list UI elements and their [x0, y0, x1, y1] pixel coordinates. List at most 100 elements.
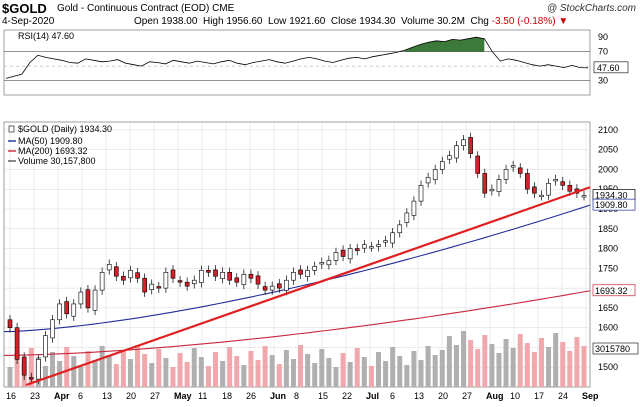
candle-body — [213, 269, 218, 277]
volume-bar — [531, 352, 537, 387]
candle-body — [326, 260, 332, 266]
volume-bar — [99, 346, 105, 387]
price-tick-label: 2100 — [598, 125, 618, 135]
candle-body — [567, 184, 573, 192]
volume-bar — [184, 362, 190, 387]
volume-bar — [574, 337, 580, 387]
open-label: Open — [134, 16, 159, 27]
last-value-label: 1693.32 — [595, 286, 628, 296]
change-value: -3.50 (-0.18%) — [491, 16, 556, 27]
high-value: 1956.60 — [226, 16, 263, 27]
rsi-tick-label: 90 — [598, 32, 608, 42]
candle-body — [340, 249, 346, 257]
x-tick-label: 23 — [30, 391, 40, 401]
candle-body — [92, 289, 98, 311]
candle-body — [106, 264, 112, 271]
candle-body — [510, 165, 516, 168]
volume-bar — [404, 365, 410, 387]
volume-bar — [439, 350, 445, 387]
candle-body — [390, 232, 395, 244]
candle-body — [78, 291, 84, 305]
candle-body — [276, 283, 282, 289]
volume-bar — [312, 363, 318, 387]
rsi-last-value-label: 47.60 — [597, 63, 620, 73]
candle-body — [539, 194, 544, 197]
volume-bar — [298, 345, 304, 387]
x-tick-label: 20 — [126, 391, 136, 401]
candle-body — [432, 169, 438, 181]
x-tick-label: Jun — [270, 391, 286, 401]
candle-body — [128, 270, 133, 279]
volume-bar — [361, 357, 367, 387]
volume-bar — [383, 361, 389, 387]
volume-bar — [191, 348, 197, 387]
quote-date: 4-Sep-2020 — [2, 16, 55, 27]
volume-bar — [553, 333, 559, 387]
volume-bar — [28, 348, 34, 387]
volume-bar — [290, 359, 296, 387]
volume-bar — [248, 351, 254, 387]
candle-body — [149, 283, 155, 291]
volume-bar — [262, 346, 268, 387]
volume-bar — [397, 356, 403, 387]
candle-body — [177, 280, 183, 283]
candle-body — [64, 301, 69, 315]
volume-bar — [517, 334, 523, 387]
candle-body — [199, 270, 204, 283]
volume-bar — [127, 359, 133, 387]
candle-body — [354, 248, 360, 251]
price-panel-frame — [3, 121, 591, 388]
candle-body — [21, 356, 27, 376]
volume-bar — [340, 353, 346, 387]
candle-body — [85, 289, 91, 309]
volume-bar — [461, 331, 467, 387]
volume-bar — [156, 349, 162, 387]
volume-bar — [482, 335, 488, 387]
volume-bar — [411, 351, 417, 387]
candle-body — [71, 303, 77, 317]
candle-body — [28, 377, 34, 380]
candle-body — [503, 169, 509, 180]
candle-body — [347, 248, 353, 260]
candle-body — [298, 269, 303, 275]
candle-body — [383, 240, 388, 243]
volume-bar — [453, 345, 459, 387]
volume-bar — [78, 365, 84, 387]
candle-body — [291, 271, 296, 281]
volume-bar — [149, 363, 155, 387]
volume-bar — [198, 357, 204, 387]
chart-header: $GOLD Gold - Continuous Contract (EOD) C… — [0, 0, 640, 28]
candle-body — [234, 277, 240, 283]
volume-bar — [42, 366, 48, 387]
volume-bar — [524, 343, 530, 387]
x-tick-label: 24 — [558, 391, 568, 401]
last-value-label: 1934.30 — [595, 190, 628, 200]
candle-body — [142, 277, 147, 293]
volume-bar — [120, 350, 126, 387]
x-tick-label: Apr — [54, 391, 70, 401]
candle-body — [560, 181, 566, 186]
contract-title: Gold - Continuous Contract (EOD) — [57, 3, 210, 14]
rsi-overbought-fill — [404, 37, 485, 52]
candle-body — [418, 184, 424, 202]
volume-bar — [468, 340, 474, 387]
candle-body — [312, 266, 318, 271]
candle-body — [241, 273, 247, 285]
high-label: High — [202, 16, 224, 27]
rsi-tick-label: 30 — [598, 76, 608, 86]
candle-legend-icon — [8, 125, 15, 133]
volume-bar — [50, 352, 56, 387]
candle-body — [319, 262, 325, 265]
ticker-symbol: $GOLD — [2, 1, 47, 16]
volume-bar — [234, 356, 240, 387]
candle-body — [156, 286, 162, 289]
rsi-last-value-box — [593, 61, 629, 74]
rsi-panel-frame — [3, 29, 591, 96]
price-tick-label: 1500 — [598, 362, 618, 372]
candle-body — [36, 359, 41, 380]
volume-bar — [567, 351, 573, 387]
candle-body — [121, 275, 126, 281]
volume-bar — [269, 355, 275, 387]
candle-body — [170, 269, 176, 279]
volume-bar — [510, 348, 516, 387]
